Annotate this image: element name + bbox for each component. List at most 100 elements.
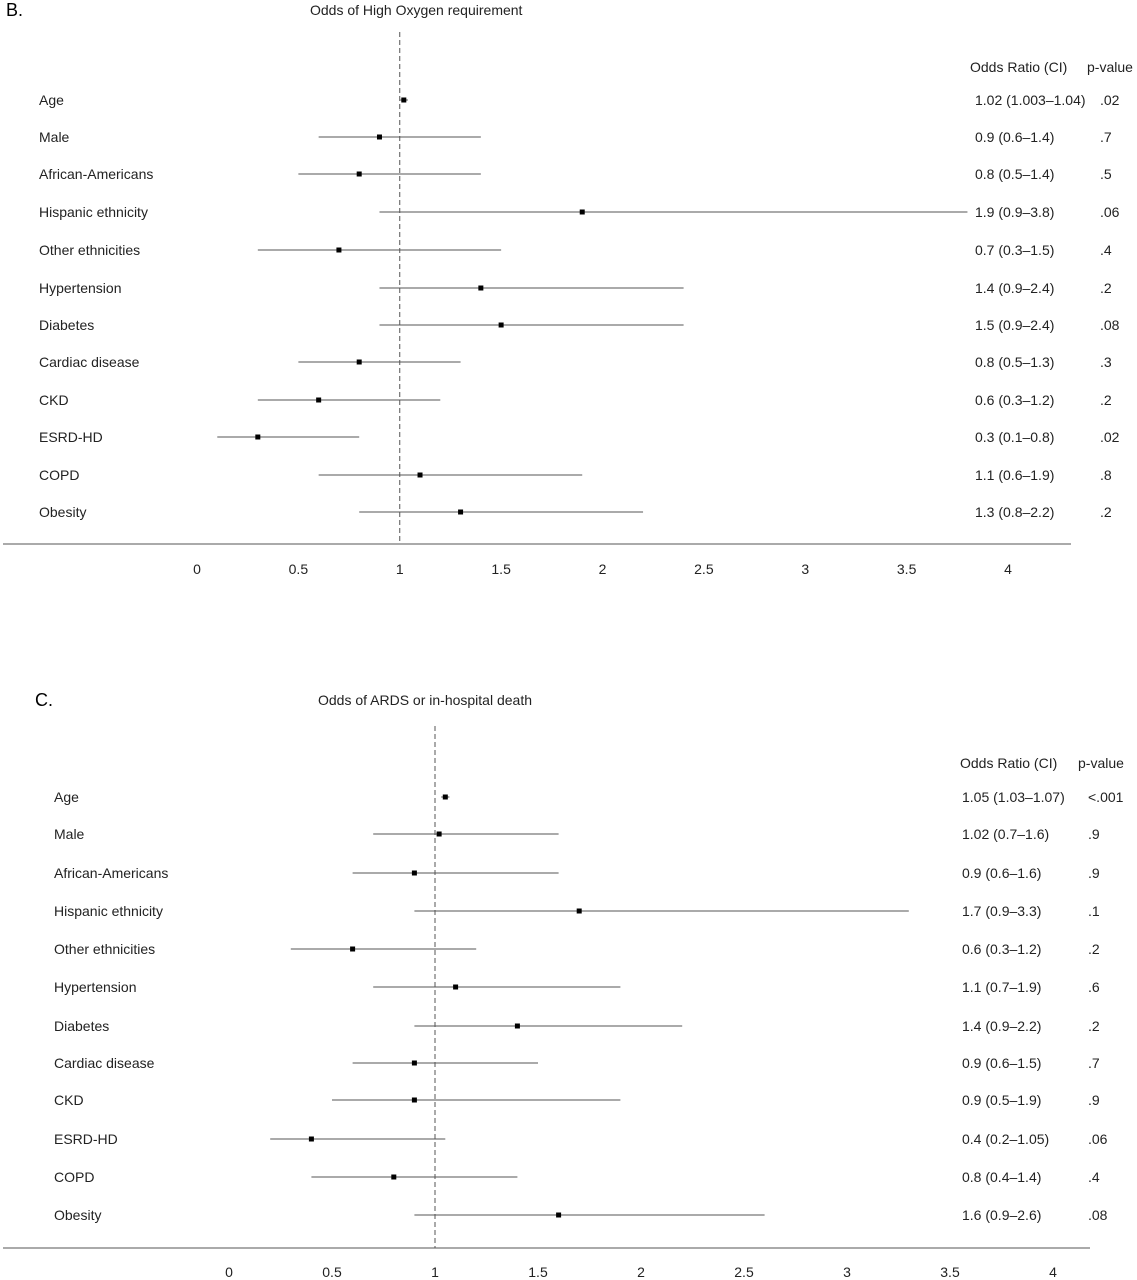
panel-b-pvalue-age: .02: [1100, 92, 1120, 108]
panel-c-or-ci-age: 1.05 (1.03–1.07): [962, 789, 1065, 805]
panel-c-point-estimate-other-ethnicities: [350, 946, 356, 952]
panel-b-row-label-copd: COPD: [39, 467, 79, 483]
panel-b-row-label-male: Male: [39, 129, 70, 145]
panel-b-or-ci-hispanic-ethnicity: 1.9 (0.9–3.8): [975, 204, 1054, 220]
panel-b-point-estimate-copd: [417, 472, 423, 478]
panel-b-pvalue-african-americans: .5: [1100, 166, 1112, 182]
panel-b-x-tick-label: 3.5: [897, 561, 917, 577]
panel-c-pvalue-cardiac-disease: .7: [1088, 1055, 1100, 1071]
panel-c-row-label-age: Age: [54, 789, 79, 805]
panel-b-row-label-age: Age: [39, 92, 64, 108]
panel-b-row-label-esrd-hd: ESRD-HD: [39, 429, 103, 445]
panel-b-point-estimate-other-ethnicities: [336, 247, 342, 253]
panel-c-pvalue-male: .9: [1088, 826, 1100, 842]
panel-b-or-ci-other-ethnicities: 0.7 (0.3–1.5): [975, 242, 1054, 258]
panel-b-x-tick-label: 1.5: [491, 561, 511, 577]
panel-b-pvalue-diabetes: .08: [1100, 317, 1120, 333]
panel-c-x-tick-label: 0: [225, 1264, 233, 1280]
panel-b-x-tick-label: 0: [193, 561, 201, 577]
panel-c-x-tick-label: 2.5: [734, 1264, 754, 1280]
panel-b-point-estimate-hypertension: [478, 285, 484, 291]
panel-b-or-ci-age: 1.02 (1.003–1.04): [975, 92, 1086, 108]
panel-c-row-label-hypertension: Hypertension: [54, 979, 137, 995]
panel-b-row-label-hispanic-ethnicity: Hispanic ethnicity: [39, 204, 148, 220]
panel-b-point-estimate-cardiac-disease: [356, 359, 362, 365]
panel-b-row-label-cardiac-disease: Cardiac disease: [39, 354, 140, 370]
panel-c-pvalue-age: <.001: [1088, 789, 1124, 805]
panel-b-x-tick-label: 2.5: [694, 561, 714, 577]
panel-b-x-tick-label: 2: [599, 561, 607, 577]
panel-c-point-estimate-ckd: [411, 1097, 417, 1103]
panel-b-or-ci-male: 0.9 (0.6–1.4): [975, 129, 1054, 145]
panel-b-x-tick-label: 4: [1004, 561, 1012, 577]
panel-b-or-ci-esrd-hd: 0.3 (0.1–0.8): [975, 429, 1054, 445]
panel-c-point-estimate-obesity: [556, 1212, 562, 1218]
panel-b-x-tick-label: 3: [801, 561, 809, 577]
panel-b: B. Odds of High Oxygen requirement Odds …: [3, 0, 1133, 577]
panel-b-pvalue-male: .7: [1100, 129, 1112, 145]
panel-c-pvalue-other-ethnicities: .2: [1088, 941, 1100, 957]
panel-c-pvalue-esrd-hd: .06: [1088, 1131, 1108, 1147]
panel-c-point-estimate-african-americans: [411, 870, 417, 876]
panel-c-x-tick-label: 1: [431, 1264, 439, 1280]
panel-b-point-estimate-obesity: [458, 509, 464, 515]
panel-b-pvalue-esrd-hd: .02: [1100, 429, 1120, 445]
panel-c-x-tick-label: 0.5: [322, 1264, 342, 1280]
panel-b-x-tick-label: 1: [396, 561, 404, 577]
panel-c-row-label-male: Male: [54, 826, 85, 842]
panel-b-point-estimate-ckd: [316, 397, 322, 403]
panel-c-x-tick-label: 2: [637, 1264, 645, 1280]
panel-b-row-label-obesity: Obesity: [39, 504, 86, 520]
panel-c-or-ci-male: 1.02 (0.7–1.6): [962, 826, 1049, 842]
panel-c-or-ci-african-americans: 0.9 (0.6–1.6): [962, 865, 1041, 881]
panel-c-x-tick-label: 3.5: [940, 1264, 960, 1280]
panel-c-point-estimate-male: [436, 831, 442, 837]
panel-c-row-label-other-ethnicities: Other ethnicities: [54, 941, 155, 957]
panel-c-pvalue-copd: .4: [1088, 1169, 1100, 1185]
panel-c-pvalue-diabetes: .2: [1088, 1018, 1100, 1034]
panel-b-point-estimate-male: [376, 134, 382, 140]
panel-c-point-estimate-hypertension: [453, 984, 459, 990]
panel-c-or-ci-other-ethnicities: 0.6 (0.3–1.2): [962, 941, 1041, 957]
panel-c-x-tick-label: 3: [843, 1264, 851, 1280]
panel-b-row-label-diabetes: Diabetes: [39, 317, 94, 333]
panel-c-x-tick-label: 1.5: [528, 1264, 548, 1280]
panel-b-or-ci-diabetes: 1.5 (0.9–2.4): [975, 317, 1054, 333]
panel-b-row-label-hypertension: Hypertension: [39, 280, 122, 296]
panel-c-point-estimate-cardiac-disease: [411, 1060, 417, 1066]
panel-b-or-ci-copd: 1.1 (0.6–1.9): [975, 467, 1054, 483]
panel-c-pvalue-hypertension: .6: [1088, 979, 1100, 995]
panel-c-row-label-diabetes: Diabetes: [54, 1018, 109, 1034]
panel-c-or-header: Odds Ratio (CI): [960, 755, 1057, 771]
panel-c-point-estimate-age: [442, 794, 448, 800]
panel-c-point-estimate-esrd-hd: [308, 1136, 314, 1142]
panel-c-or-ci-obesity: 1.6 (0.9–2.6): [962, 1207, 1041, 1223]
panel-b-pvalue-header: p-value: [1087, 59, 1133, 75]
panel-b-or-header: Odds Ratio (CI): [970, 59, 1067, 75]
panel-b-pvalue-other-ethnicities: .4: [1100, 242, 1112, 258]
panel-c-pvalue-ckd: .9: [1088, 1092, 1100, 1108]
panel-b-point-estimate-age: [401, 97, 407, 103]
panel-b-point-estimate-diabetes: [498, 322, 504, 328]
panel-b-point-estimate-hispanic-ethnicity: [579, 209, 585, 215]
panel-c-point-estimate-hispanic-ethnicity: [576, 908, 582, 914]
panel-b-or-ci-obesity: 1.3 (0.8–2.2): [975, 504, 1054, 520]
panel-c-point-estimate-copd: [391, 1174, 397, 1180]
panel-b-pvalue-obesity: .2: [1100, 504, 1112, 520]
panel-b-x-tick-label: 0.5: [289, 561, 309, 577]
panel-c-or-ci-hispanic-ethnicity: 1.7 (0.9–3.3): [962, 903, 1041, 919]
panel-b-point-estimate-african-americans: [356, 171, 362, 177]
panel-c-or-ci-diabetes: 1.4 (0.9–2.2): [962, 1018, 1041, 1034]
panel-c: C. Odds of ARDS or in-hospital death Odd…: [3, 690, 1124, 1280]
panel-b-row-label-other-ethnicities: Other ethnicities: [39, 242, 140, 258]
panel-c-or-ci-cardiac-disease: 0.9 (0.6–1.5): [962, 1055, 1041, 1071]
panel-c-pvalue-hispanic-ethnicity: .1: [1088, 903, 1100, 919]
panel-b-row-label-ckd: CKD: [39, 392, 69, 408]
panel-b-row-label-african-americans: African-Americans: [39, 166, 153, 182]
panel-b-pvalue-hypertension: .2: [1100, 280, 1112, 296]
panel-c-row-label-obesity: Obesity: [54, 1207, 101, 1223]
panel-b-title: Odds of High Oxygen requirement: [310, 2, 523, 18]
panel-c-row-label-hispanic-ethnicity: Hispanic ethnicity: [54, 903, 163, 919]
panel-c-pvalue-african-americans: .9: [1088, 865, 1100, 881]
